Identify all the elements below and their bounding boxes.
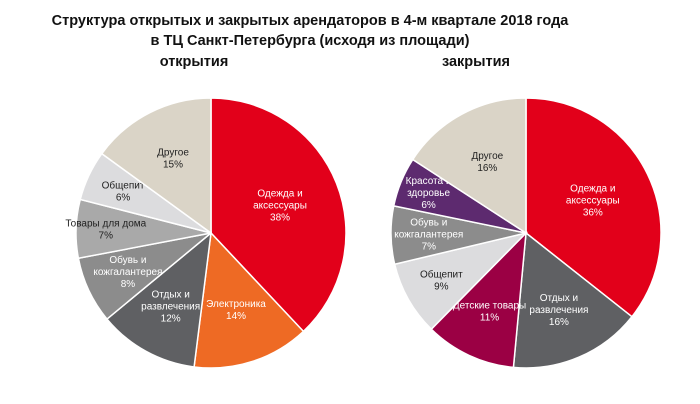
slice-label: Товары для дома 7% bbox=[65, 219, 146, 242]
slice-value: 9% bbox=[434, 282, 449, 293]
slice-value: 15% bbox=[163, 159, 183, 170]
slice-value: 6% bbox=[421, 200, 436, 211]
slice-label: Общепит 9% bbox=[420, 269, 463, 293]
slice-name: Отдых и bbox=[151, 289, 189, 300]
slice-name: Одежда и bbox=[257, 189, 302, 200]
slice-name: кожгалантерея bbox=[93, 267, 162, 278]
slice-value: 38% bbox=[270, 213, 290, 224]
slice-value: 11% bbox=[480, 312, 499, 323]
slice-name: аксессуары bbox=[566, 196, 620, 207]
slice-label: Одежда и аксессуары 38% bbox=[253, 189, 307, 224]
pie-slice bbox=[100, 97, 212, 235]
pie-slice bbox=[193, 231, 305, 369]
slice-value: 12% bbox=[161, 313, 181, 324]
slice-name: кожгалантерея bbox=[394, 230, 463, 241]
slice-label: Другое 16% bbox=[471, 151, 503, 174]
slice-name: Другое bbox=[157, 147, 189, 158]
slice-label: Обувь и кожгалантерея 7% bbox=[394, 217, 463, 253]
pie-closings-subtitle: закрытия bbox=[441, 54, 511, 70]
slice-name: Одежда и bbox=[570, 184, 615, 195]
pie-slice bbox=[105, 231, 212, 368]
slice-name: Электроника bbox=[206, 299, 266, 310]
slice-name: Другое bbox=[471, 151, 503, 162]
pie-openings-subtitle: открытия bbox=[159, 54, 229, 70]
slice-value: 8% bbox=[121, 279, 136, 290]
slice-value: 7% bbox=[99, 231, 114, 242]
slice-label: Отдых и развлечения 16% bbox=[529, 293, 588, 328]
slice-name: Отдых и bbox=[540, 293, 578, 304]
slice-value: 16% bbox=[549, 317, 569, 328]
slice-label: Красота и здоровье 6% bbox=[406, 176, 452, 211]
pie-slice bbox=[512, 231, 633, 369]
slice-name: Обувь и bbox=[410, 217, 447, 229]
pie-slice bbox=[411, 97, 527, 235]
chart-title-line2: в ТЦ Санкт-Петербурга (исходя из площади… bbox=[150, 33, 470, 49]
slice-name: Обувь и bbox=[109, 254, 146, 266]
slice-value: 6% bbox=[116, 193, 131, 204]
slice-value: 36% bbox=[583, 208, 603, 219]
slice-name: Товары для дома bbox=[65, 219, 146, 230]
slice-label: Отдых и развлечения 12% bbox=[141, 289, 200, 324]
slice-label: Общепит 6% bbox=[102, 180, 145, 204]
slice-value: 7% bbox=[422, 242, 437, 253]
chart-title-line1: Структура открытых и закрытых арендаторо… bbox=[51, 13, 569, 29]
slice-value: 14% bbox=[226, 311, 246, 322]
slice-name: Общепит bbox=[102, 180, 145, 192]
slice-label: Электроника 14% bbox=[206, 299, 266, 322]
pie-slice bbox=[525, 97, 662, 318]
slice-name: здоровье bbox=[407, 188, 450, 199]
slice-label: Другое 15% bbox=[157, 147, 189, 170]
pie-slice bbox=[210, 97, 347, 333]
slice-name: развлечения bbox=[141, 301, 200, 312]
slice-value: 16% bbox=[477, 163, 497, 174]
slice-name: Красота и bbox=[406, 176, 452, 187]
slice-name: Детские товары bbox=[453, 300, 526, 311]
slice-label: Одежда и аксессуары 36% bbox=[566, 184, 620, 219]
slice-label: Обувь и кожгалантерея 8% bbox=[93, 254, 162, 290]
slice-label: Детские товары 11% bbox=[453, 300, 526, 323]
pie-slice bbox=[430, 230, 527, 369]
slice-name: развлечения bbox=[529, 305, 588, 316]
slice-name: аксессуары bbox=[253, 201, 307, 212]
slice-name: Общепит bbox=[420, 269, 463, 281]
